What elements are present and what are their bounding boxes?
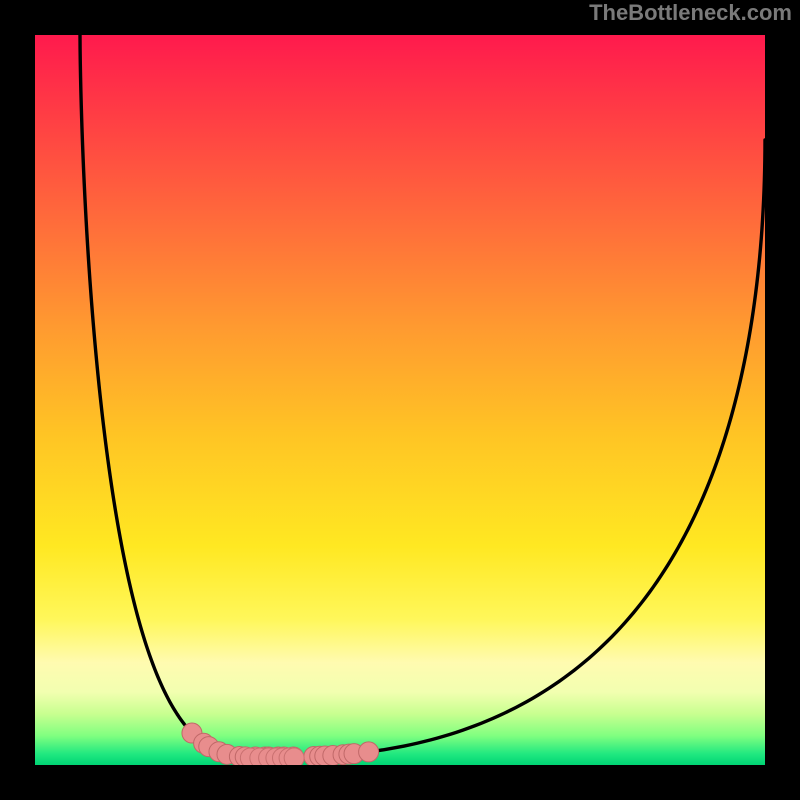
plot-svg xyxy=(35,35,765,765)
bottom-band-markers xyxy=(240,748,304,765)
gradient-background xyxy=(35,35,765,765)
plot-area xyxy=(35,35,765,765)
curve-marker xyxy=(359,742,379,762)
root: TheBottleneck.com xyxy=(0,0,800,800)
watermark-text: TheBottleneck.com xyxy=(589,0,792,26)
bottom-marker xyxy=(284,748,304,765)
